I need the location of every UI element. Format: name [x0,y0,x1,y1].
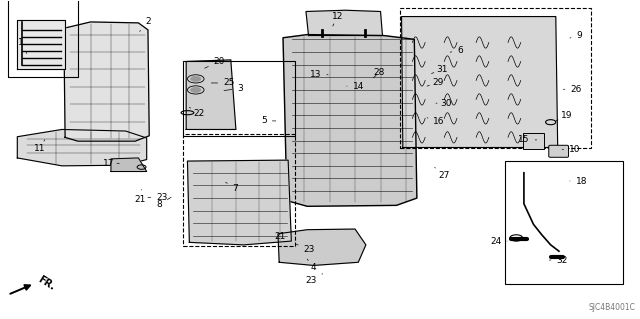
Bar [183,62,294,136]
Text: 30: 30 [436,99,451,108]
Text: 6: 6 [450,46,463,55]
Text: 13: 13 [310,70,328,79]
Circle shape [191,76,201,81]
Text: 9: 9 [570,31,582,40]
Text: 4: 4 [307,259,316,272]
Text: 28: 28 [373,68,384,78]
Polygon shape [17,20,65,69]
Text: 20: 20 [205,57,225,68]
Text: 23: 23 [296,244,315,254]
FancyBboxPatch shape [523,133,544,149]
Text: 8: 8 [157,197,171,209]
Text: 23: 23 [148,193,168,202]
Polygon shape [278,229,366,265]
Text: 17: 17 [102,159,119,168]
Polygon shape [186,60,236,130]
Circle shape [191,87,201,93]
Bar [183,134,294,247]
Text: 27: 27 [435,167,449,180]
Text: SJC4B4001C: SJC4B4001C [589,303,636,312]
Bar [8,0,78,77]
Polygon shape [17,130,147,166]
Text: 12: 12 [332,12,344,26]
Text: 10: 10 [562,145,580,154]
Text: 25: 25 [211,78,235,87]
Polygon shape [188,160,291,245]
Text: 23: 23 [305,274,323,285]
Bar [399,8,591,148]
Text: 24: 24 [490,237,507,246]
Text: 26: 26 [563,85,582,94]
Polygon shape [401,17,557,147]
Text: 16: 16 [427,117,445,126]
Text: 22: 22 [189,107,205,118]
FancyBboxPatch shape [548,145,568,157]
Text: 2: 2 [140,18,151,32]
Text: 14: 14 [347,82,364,91]
Text: 11: 11 [34,140,45,153]
Polygon shape [64,22,149,141]
Text: 3: 3 [224,84,243,93]
Text: 31: 31 [431,65,448,74]
Polygon shape [283,34,417,206]
Polygon shape [306,10,383,35]
Polygon shape [111,158,147,172]
Text: 1: 1 [18,38,27,54]
Text: 29: 29 [427,78,444,86]
Text: 21: 21 [275,231,292,241]
Bar [505,161,623,285]
Text: FR.: FR. [36,274,57,293]
Text: 21: 21 [134,189,146,204]
Text: 32: 32 [549,256,568,264]
Text: 15: 15 [518,135,537,145]
Text: 7: 7 [226,182,238,193]
Text: 18: 18 [570,176,587,186]
Text: 19: 19 [556,111,572,121]
Text: 5: 5 [261,116,276,125]
